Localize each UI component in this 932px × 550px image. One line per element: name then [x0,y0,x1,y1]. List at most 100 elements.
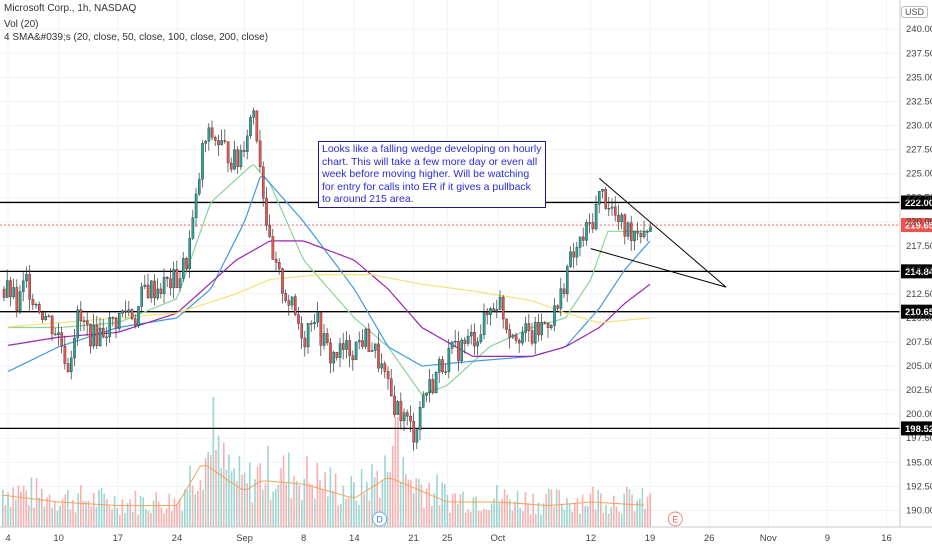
volume-bar [121,499,124,527]
candle-body [457,341,460,361]
price-axis[interactable]: 240.00 237.50 235.00 232.50 230.00 227.50 225.… [899,0,932,527]
candle-body [393,395,396,415]
volume-bar [329,467,332,527]
event-marker-label: D [376,515,383,525]
level-tag [901,264,932,279]
time-axis[interactable]: 4 10 17 24 Sep 8 14 21 25 Oct 12 19 26 Nov 9 16 [0,526,932,544]
volume-bar [477,510,480,527]
volume-bar [9,507,12,527]
price-tick-label: 217.50 [906,241,932,252]
candle-body [133,318,137,326]
volume-bar [457,503,459,527]
candle-body [220,140,224,146]
candle-body [466,335,470,344]
volume-bar [446,494,449,527]
volume-bar [558,490,560,527]
candle-body [265,198,268,226]
candle-body [626,222,630,237]
volume-bar [145,509,147,527]
volume-bar [93,492,95,527]
wedge-trendline [590,248,727,288]
volume-bar [189,465,191,527]
time-tick-label: 16 [881,533,892,544]
candle-body [185,258,188,269]
candle-body [623,214,627,237]
volume-bar [355,500,358,527]
volume-bar [579,513,581,527]
candle-body [578,236,582,248]
candle-body [287,300,291,306]
volume-bar [418,478,420,527]
candle-body [361,340,364,347]
currency-badge[interactable]: USD [900,6,928,18]
candle-body [614,206,617,216]
volume-bar [202,489,204,527]
volume-bar [626,486,628,527]
candle-body [633,230,636,242]
volume-bar [514,501,516,527]
horizontal-levels: 222.00 219.65 214.84 210.65 198.52 [0,195,932,436]
candle-body [159,288,163,294]
candle-body [553,305,556,326]
volume-bar [259,463,261,527]
candle-body [406,412,409,417]
volume-bar [308,483,311,527]
volume-bar [262,489,264,527]
chart-grid [0,0,900,527]
candle-body [316,312,320,323]
price-tick-label: 227.50 [906,145,932,156]
candle-body [22,280,25,292]
volume-bar [602,513,605,527]
candle-body [188,238,192,269]
volume-bar [43,506,46,527]
volume-bar [137,514,139,527]
candle-body [402,412,406,422]
candle-body [454,341,457,343]
volume-bar [485,509,488,527]
volume-bar [610,507,612,527]
candle-body [569,251,572,267]
candle-body [338,343,342,358]
candle-body [76,309,79,339]
candle-body [117,313,121,329]
volume-bar [22,485,25,527]
volume-bar [433,493,436,527]
candle-body [409,415,412,422]
candle-body [121,310,124,314]
volume-bar [142,497,144,527]
candle-body [422,395,425,408]
candle-body [588,222,591,224]
candle-body [518,340,521,344]
volume-bar [428,482,430,527]
candle-body [585,222,588,241]
volume-bar [488,510,490,527]
volume-bar [77,493,79,527]
level-tag [901,304,932,319]
volume-bar [537,502,540,527]
volume-bar [90,506,92,527]
time-tick-label: Oct [491,533,506,544]
candle-body [38,304,41,313]
time-tick-label: 14 [349,533,360,544]
volume-bar [264,483,267,527]
candle-body [310,323,313,325]
volume-bar [217,435,220,527]
time-tick-label: 12 [586,533,597,544]
volume-bar [373,477,376,527]
candle-body [319,312,323,346]
candle-body [604,189,607,209]
price-tick-label: 202.50 [906,385,932,396]
price-tick-label: 230.00 [906,120,932,131]
volume-bar [95,506,98,527]
volume-bar [33,507,35,527]
volume-bar [30,477,33,527]
volume-bar [51,507,53,527]
candle-body [364,328,368,347]
time-tick-label: 21 [408,533,419,544]
volume-bar [171,510,173,527]
candle-body [476,341,480,347]
candle-body [322,333,326,346]
volume-bar [178,498,181,527]
volume-bar [620,513,623,527]
